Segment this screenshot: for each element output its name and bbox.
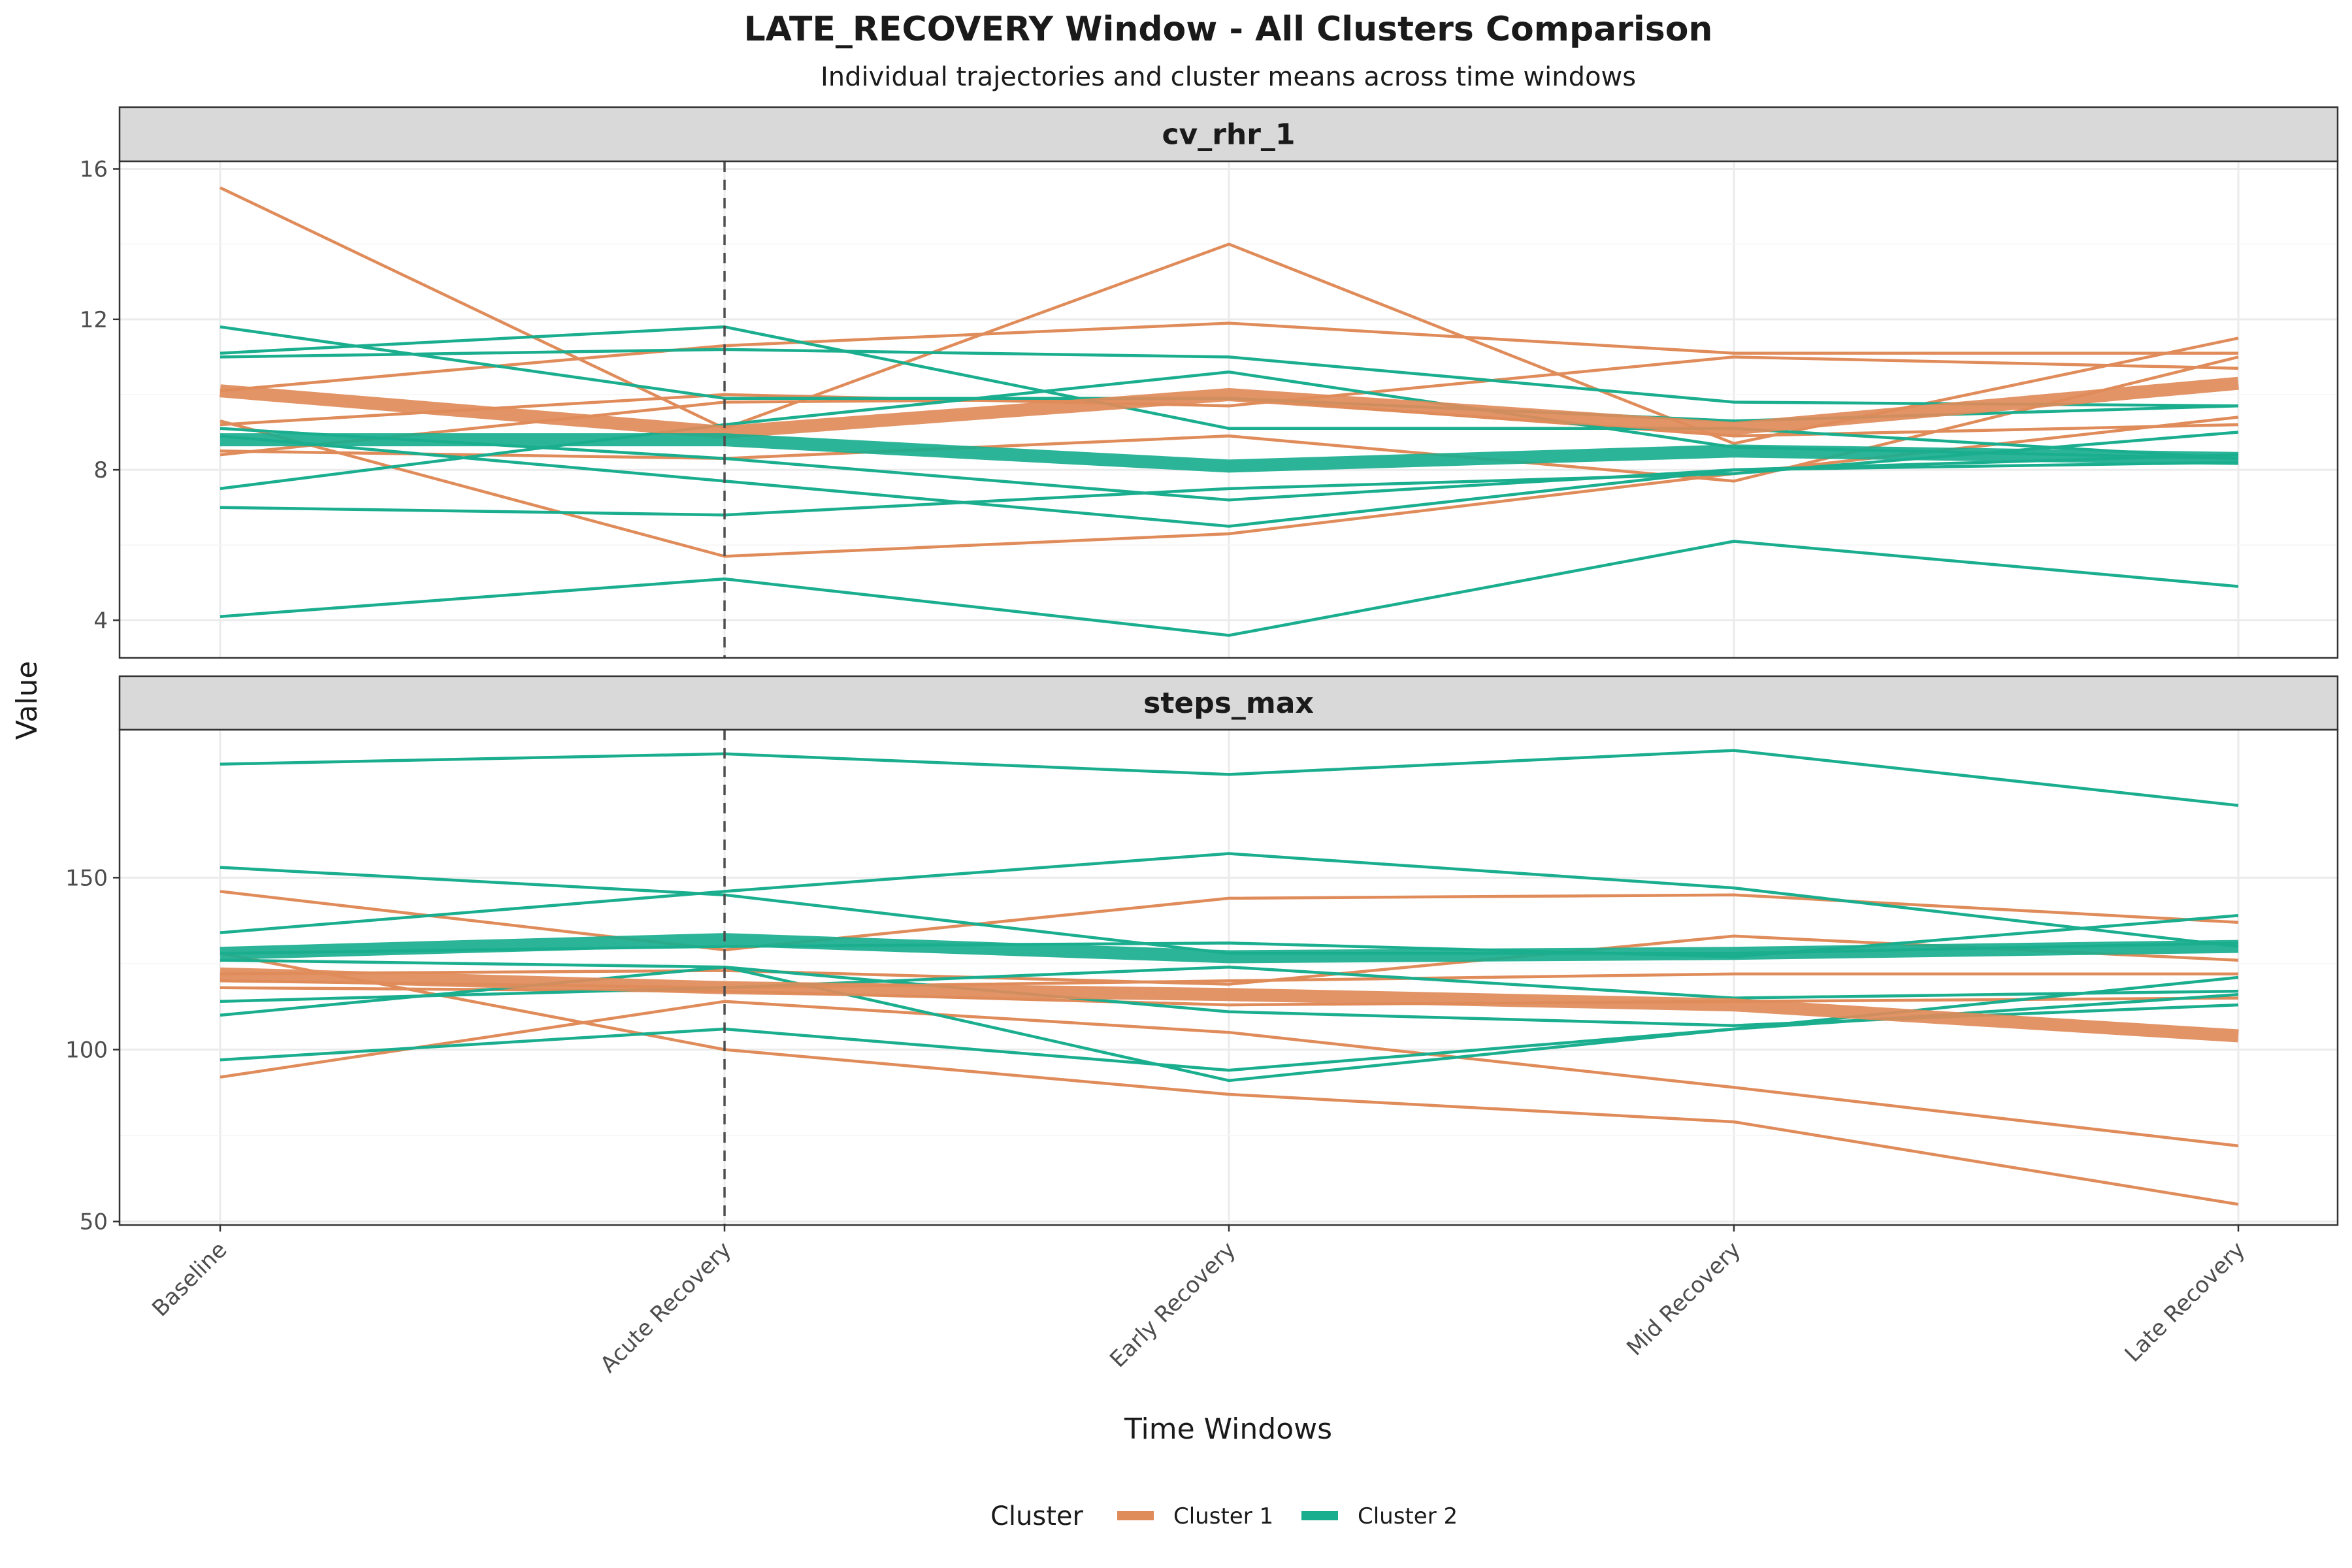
x-tick-label: Late Recovery <box>2120 1237 2251 1367</box>
individual-line-cluster-1 <box>220 890 2239 952</box>
individual-line-cluster-1 <box>220 951 2239 1206</box>
x-tick-label: Early Recovery <box>1105 1237 1241 1373</box>
legend-label-cluster-2: Cluster 2 <box>1358 1503 1458 1529</box>
mean-line-cluster-2 <box>220 433 2239 473</box>
y-tick-label: 12 <box>80 307 108 333</box>
y-tick-label: 50 <box>80 1209 108 1235</box>
individual-line-cluster-2 <box>220 852 2239 948</box>
legend-label-cluster-1: Cluster 1 <box>1173 1503 1273 1529</box>
x-tick-label: Mid Recovery <box>1622 1237 1746 1361</box>
individual-line-cluster-2 <box>220 965 2239 1004</box>
individual-line-cluster-2 <box>220 427 2239 502</box>
x-axis-title: Time Windows <box>1124 1413 1332 1446</box>
x-tick-label: Baseline <box>147 1237 232 1322</box>
y-tick-label: 8 <box>93 457 108 483</box>
mean-line-cluster-1 <box>220 376 2239 439</box>
x-tick-label: Acute Recovery <box>595 1237 736 1378</box>
mean-line-cluster-1 <box>220 967 2239 1043</box>
individual-line-cluster-1 <box>220 355 2239 427</box>
series-lines <box>220 186 2239 637</box>
chart-title: LATE_RECOVERY Window - All Clusters Comp… <box>744 10 1713 49</box>
facet-strip-label: cv_rhr_1 <box>1162 118 1295 152</box>
series-lines <box>220 749 2239 1206</box>
facet-strip-label: steps_max <box>1143 687 1314 720</box>
panel-border <box>118 160 2339 659</box>
mean-line-cluster-2 <box>220 933 2239 964</box>
legend: Cluster Cluster 1 Cluster 2 <box>990 1501 1458 1531</box>
y-axis-title: Value <box>10 661 44 740</box>
x-axis: Baseline Acute Recovery Early Recovery Mid … <box>147 1225 2250 1378</box>
individual-line-cluster-1 <box>220 1000 2239 1148</box>
y-tick-label: 150 <box>65 865 108 891</box>
legend-title: Cluster <box>990 1501 1084 1531</box>
individual-line-cluster-2 <box>220 749 2239 808</box>
facet-strip <box>118 106 2339 163</box>
individual-line-cluster-2 <box>220 434 2239 528</box>
y-tick-label: 100 <box>65 1037 108 1064</box>
y-tick-label: 4 <box>93 608 108 634</box>
chart-subtitle: Individual trajectories and cluster mean… <box>821 62 1636 92</box>
individual-line-cluster-2 <box>220 348 2239 408</box>
y-tick-label: 16 <box>80 157 108 183</box>
individual-line-cluster-2 <box>220 540 2239 637</box>
panel-steps-max: steps_max 50 100 150 <box>65 675 2339 1235</box>
individual-line-cluster-2 <box>220 325 2239 461</box>
facet-panels: cv_rhr_1 4 8 12 16 steps_max 50 100 150 <box>65 106 2339 1235</box>
individual-line-cluster-1 <box>220 986 2239 1007</box>
panel-cv-rhr-1: cv_rhr_1 4 8 12 16 <box>80 106 2339 659</box>
facet-strip <box>118 675 2339 731</box>
individual-line-cluster-1 <box>220 321 2238 393</box>
